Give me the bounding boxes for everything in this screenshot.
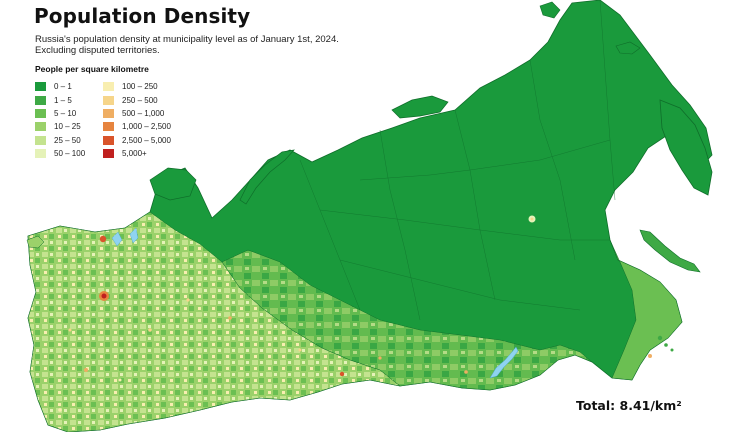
- legend-label: 25 – 50: [54, 135, 81, 145]
- legend-swatch: [103, 149, 114, 159]
- legend-label: 0 – 1: [54, 82, 72, 92]
- legend-item: 10 – 25: [35, 120, 103, 133]
- legend-item: 2,500 – 5,000: [103, 134, 193, 147]
- legend-item: 1 – 5: [35, 93, 103, 106]
- legend-label: 1 – 5: [54, 95, 72, 105]
- kola-peninsula: [149, 167, 197, 201]
- legend-item: 0 – 1: [35, 80, 103, 93]
- legend-label: 2,500 – 5,000: [122, 135, 171, 145]
- legend-item: 500 – 1,000: [103, 107, 193, 120]
- taymyr-islands: [391, 95, 449, 119]
- city-hotspots: [58, 215, 652, 412]
- kamchatka-peninsula: [659, 99, 713, 196]
- lake-onega: [129, 227, 139, 244]
- legend-label: 1,000 – 2,500: [122, 122, 171, 132]
- legend-label: 5,000+: [122, 149, 147, 159]
- legend-item: 25 – 50: [35, 134, 103, 147]
- legend-column-left: 0 – 1 1 – 5 5 – 10 10 – 25 25 – 50: [35, 80, 103, 160]
- map-subtitle: Russia's population density at municipal…: [35, 34, 355, 56]
- legend-swatch: [35, 108, 46, 118]
- subtitle-line: Russia's population density at municipal…: [35, 34, 339, 45]
- legend-label: 5 – 10: [54, 108, 77, 118]
- legend-label: 100 – 250: [122, 82, 158, 92]
- legend-swatch: [35, 149, 46, 159]
- legend-item: 100 – 250: [103, 80, 193, 93]
- legend-label: 50 – 100: [54, 149, 86, 159]
- legend-swatch: [103, 82, 114, 92]
- total-density: Total: 8.41/km²: [576, 398, 682, 413]
- subtitle-line: Excluding disputed territories.: [35, 45, 160, 56]
- new-siberian-islands: [539, 1, 561, 19]
- legend-item: 5,000+: [103, 147, 193, 160]
- sakhalin-island: [639, 229, 701, 273]
- lake-ladoga: [111, 231, 123, 247]
- legend-swatch: [35, 122, 46, 132]
- kuril-islands: [657, 335, 674, 352]
- legend-swatch: [103, 122, 114, 132]
- legend-swatch: [35, 135, 46, 145]
- far-east-coast: [609, 239, 683, 381]
- legend-swatch: [103, 108, 114, 118]
- map-title: Population Density: [34, 4, 251, 28]
- novaya-zemlya-islands: [239, 149, 295, 205]
- legend-swatch: [35, 95, 46, 105]
- legend-title: People per square kilometre: [35, 64, 149, 74]
- wrangel-island: [615, 41, 641, 55]
- legend-item: 250 – 500: [103, 93, 193, 106]
- legend-item: 1,000 – 2,500: [103, 120, 193, 133]
- lake-baikal: [489, 346, 519, 379]
- st-petersburg-hotspot: [99, 235, 107, 243]
- map-legend: People per square kilometre 0 – 1 1 – 5 …: [35, 64, 195, 160]
- legend-label: 10 – 25: [54, 122, 81, 132]
- region-borders: [299, 0, 616, 321]
- legend-label: 500 – 1,000: [122, 108, 165, 118]
- legend-swatch: [103, 135, 114, 145]
- legend-swatch: [35, 82, 46, 92]
- legend-swatch: [103, 95, 114, 105]
- western-russia-region: [27, 211, 401, 432]
- legend-column-right: 100 – 250 250 – 500 500 – 1,000 1,000 – …: [103, 80, 193, 160]
- legend-item: 50 – 100: [35, 147, 103, 160]
- kaliningrad-exclave: [26, 235, 45, 249]
- legend-item: 5 – 10: [35, 107, 103, 120]
- legend-label: 250 – 500: [122, 95, 158, 105]
